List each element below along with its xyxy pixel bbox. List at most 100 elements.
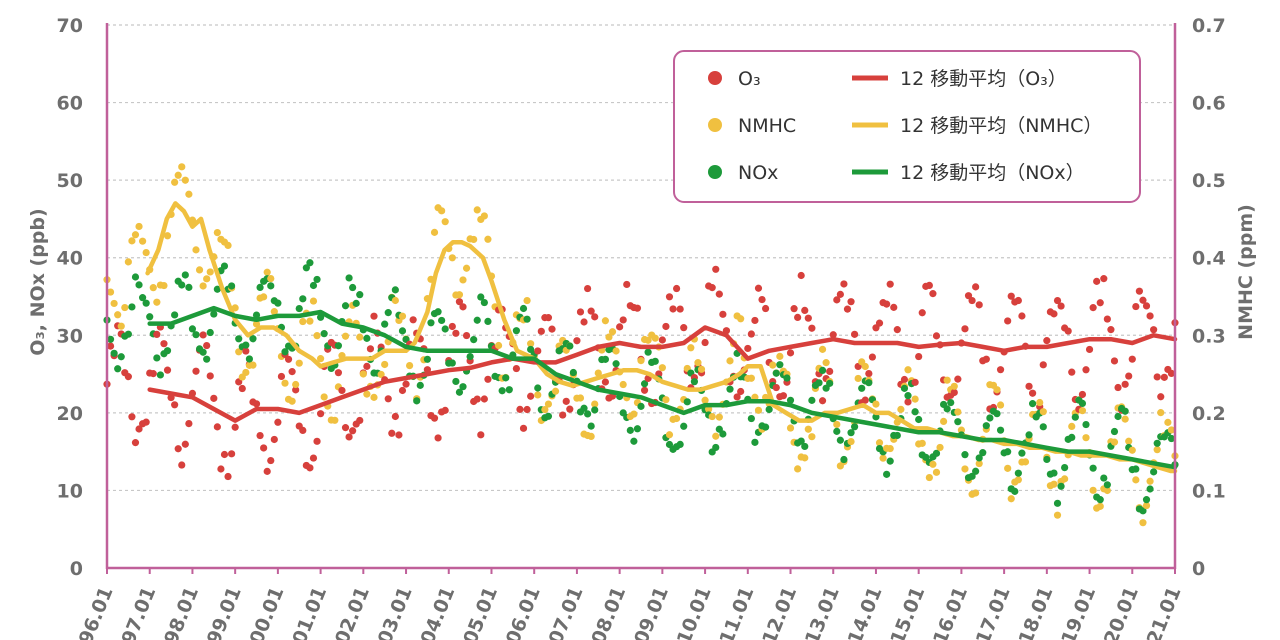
data-point-nmhc [174, 171, 182, 179]
x-tick-label: 15.01 [886, 584, 929, 640]
data-point-nmhc [605, 333, 613, 341]
data-point-nmhc [149, 284, 157, 292]
data-point-o3 [1121, 380, 1129, 388]
data-point-o3 [932, 332, 941, 340]
data-point-o3 [334, 369, 342, 377]
data-point-nmhc [527, 340, 535, 348]
x-tick-label: 16.01 [929, 584, 972, 640]
data-point-o3 [701, 338, 709, 347]
data-point-nmhc [715, 413, 723, 421]
data-point-nox [156, 371, 164, 379]
data-point-o3 [865, 369, 873, 378]
data-point-nox [893, 431, 901, 440]
data-point-nox [836, 436, 844, 444]
data-point-nmhc [523, 296, 531, 305]
data-point-nmhc [861, 362, 869, 371]
data-point-nmhc [708, 412, 716, 421]
data-point-nmhc [203, 275, 211, 283]
data-point-nmhc [1103, 486, 1111, 495]
data-point-nmhc [1014, 476, 1022, 484]
data-point-o3 [238, 384, 246, 393]
data-point-nox [943, 405, 951, 413]
data-point-o3 [338, 386, 346, 395]
legend-label-nox-ma: 12 移動平均（NOx） [900, 162, 1085, 184]
data-point-nox [915, 415, 923, 424]
y-tick-left: 50 [57, 170, 83, 192]
data-point-o3 [591, 313, 599, 321]
data-point-o3 [213, 423, 221, 431]
data-point-o3 [409, 316, 417, 324]
data-point-o3 [231, 423, 239, 431]
data-point-nmhc [1132, 476, 1140, 484]
data-point-nmhc [260, 293, 268, 301]
data-point-nox [135, 281, 143, 289]
data-point-o3 [1096, 299, 1104, 307]
data-point-o3 [900, 375, 909, 384]
data-point-nmhc [630, 410, 638, 418]
data-point-nmhc [306, 317, 314, 325]
data-point-o3 [149, 370, 157, 378]
data-point-nox [139, 294, 147, 302]
data-point-o3 [345, 433, 353, 441]
data-point-nmhc [160, 281, 168, 290]
data-point-o3 [484, 375, 492, 383]
data-point-nox [783, 374, 791, 382]
data-point-nmhc [673, 414, 681, 423]
data-point-o3 [1146, 312, 1154, 320]
data-point-nmhc [406, 361, 414, 370]
data-point-nox [459, 383, 467, 391]
data-point-nox [391, 286, 399, 294]
data-point-o3 [918, 309, 926, 317]
data-point-nox [797, 437, 805, 445]
data-point-nox [712, 443, 720, 452]
data-point-nox [786, 396, 795, 404]
data-point-o3 [662, 322, 670, 331]
data-point-nmhc [786, 424, 795, 432]
x-tick-label: 03.01 [374, 584, 417, 640]
data-point-nmhc [776, 352, 784, 360]
data-point-nox [1050, 469, 1058, 477]
data-point-nmhc [142, 248, 150, 257]
data-point-nmhc [879, 454, 887, 462]
data-point-nox [580, 404, 588, 412]
data-point-o3 [142, 418, 150, 426]
data-point-o3 [455, 298, 464, 306]
y-tick-left: 0 [70, 558, 83, 580]
data-point-nox [124, 330, 132, 338]
data-point-o3 [434, 434, 442, 442]
data-point-nox [345, 274, 353, 282]
data-point-nmhc [747, 374, 755, 382]
data-point-nox [519, 304, 528, 313]
data-point-nmhc [1007, 495, 1015, 503]
data-point-nmhc [972, 489, 980, 497]
data-point-o3 [356, 416, 364, 425]
data-point-nmhc [363, 390, 371, 398]
data-point-nmhc [263, 268, 271, 276]
data-point-nox [762, 423, 770, 431]
x-tick-label: 14.01 [844, 584, 887, 640]
data-point-nox [1025, 431, 1033, 439]
data-point-nox [922, 453, 930, 461]
data-point-nmhc [726, 357, 734, 365]
data-point-nmhc [117, 322, 125, 330]
data-point-nmhc [804, 425, 812, 433]
data-point-o3 [861, 396, 869, 404]
x-tick-label: 08.01 [587, 584, 630, 640]
data-point-nox [1103, 481, 1111, 489]
data-point-nox [776, 361, 784, 369]
data-point-o3 [153, 330, 161, 338]
data-point-o3 [893, 326, 901, 334]
moving-average-line-nox [147, 305, 1178, 470]
data-point-o3 [1142, 302, 1151, 310]
data-point-nmhc [114, 311, 122, 319]
data-point-o3 [256, 431, 264, 440]
x-tick-label: 11.01 [716, 584, 759, 640]
data-point-o3 [288, 368, 296, 376]
data-point-nmhc [1142, 501, 1151, 510]
data-point-o3 [826, 367, 834, 375]
data-point-nmhc [1039, 408, 1047, 416]
data-point-o3 [185, 419, 193, 428]
data-point-nox [341, 302, 350, 310]
data-point-o3 [131, 439, 140, 447]
data-point-o3 [341, 424, 350, 432]
